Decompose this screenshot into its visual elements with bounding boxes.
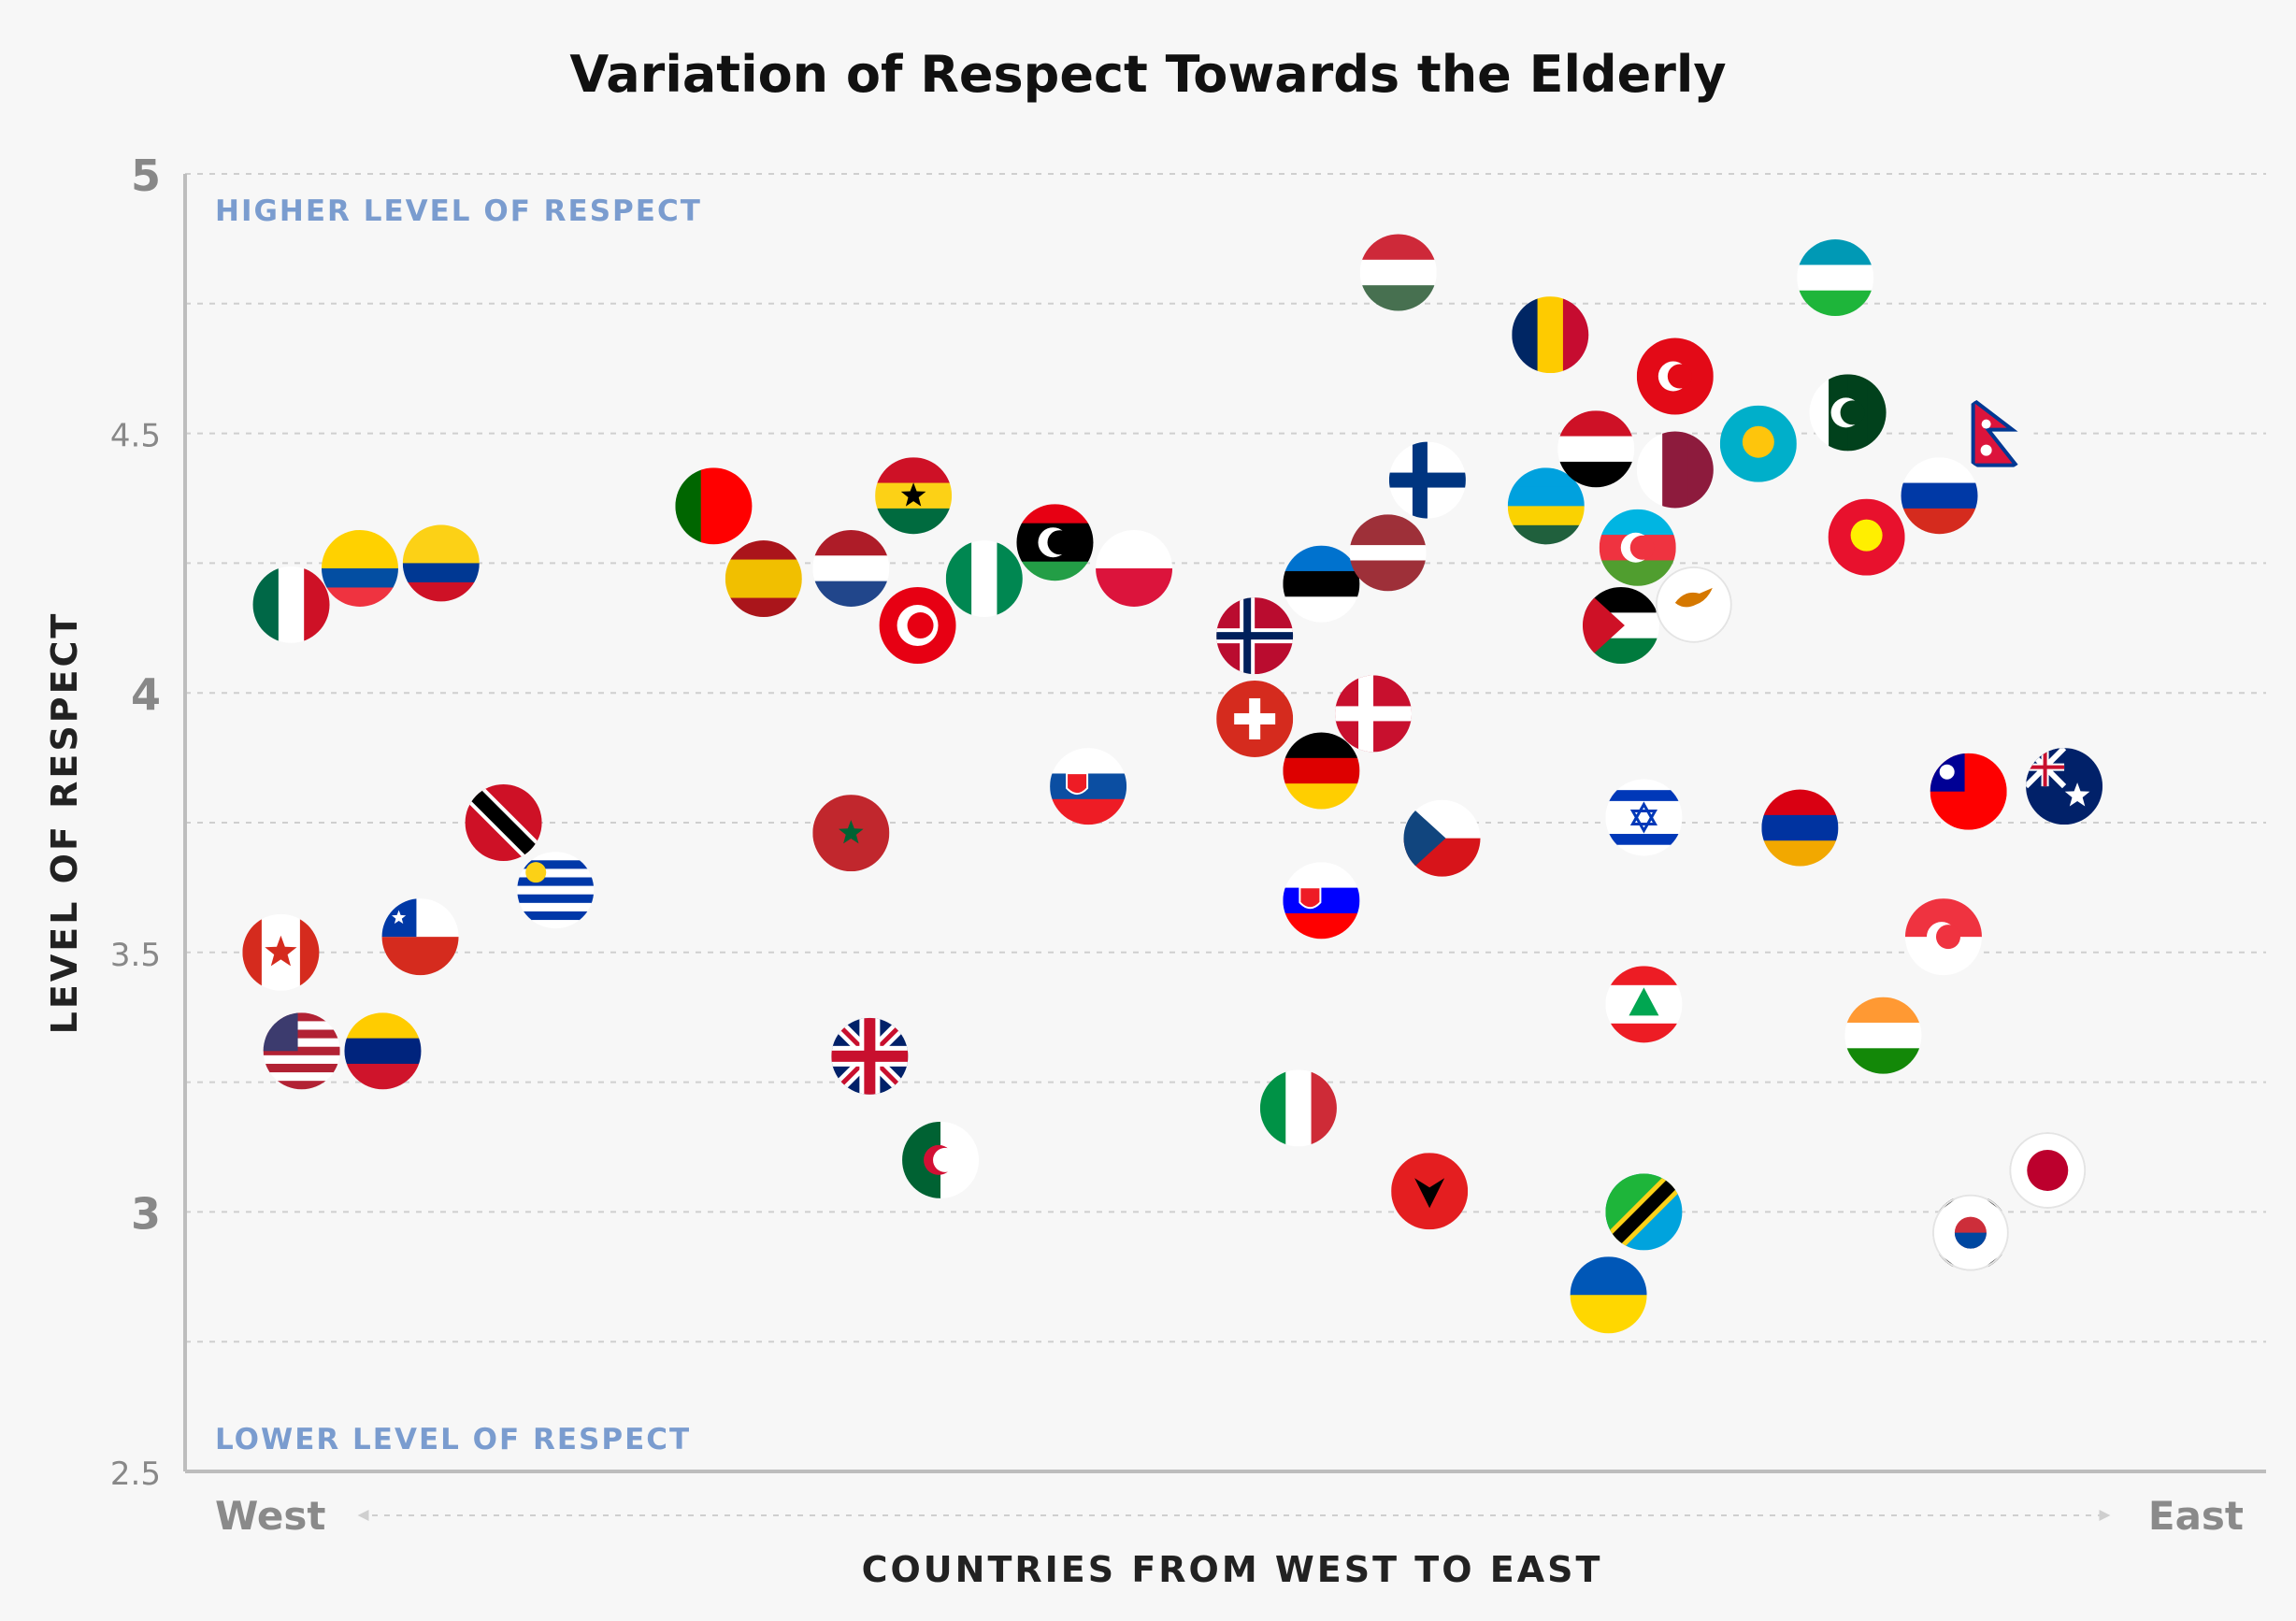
- y-axis-title: LEVEL OF RESPECT: [44, 611, 85, 1035]
- flag-point-switzerland: Switzerland: [1216, 680, 1294, 757]
- flag-point-lebanon: Lebanon: [1605, 966, 1683, 1043]
- flag-point-pakistan: Pakistan: [1809, 374, 1887, 452]
- flag-point-jordan: Jordan: [1582, 587, 1659, 665]
- y-tick-label: 3.5: [110, 937, 161, 974]
- flag-point-united-states: United States: [263, 1012, 340, 1090]
- flag-point-russia: Russia: [1901, 457, 1978, 535]
- y-tick-label: 3: [131, 1188, 161, 1239]
- flag-point-hungary: Hungary: [1359, 234, 1437, 311]
- flag-point-uruguay: Uruguay: [517, 852, 595, 929]
- flag-point-japan: Japan: [2009, 1131, 2087, 1209]
- flag-point-spain: Spain: [725, 540, 802, 618]
- x-axis-title: COUNTRIES FROM WEST TO EAST: [862, 1549, 1603, 1590]
- flag-point-uzbekistan: Uzbekistan: [1797, 239, 1874, 317]
- flag-point-venezuela: Venezuela: [344, 1012, 422, 1090]
- flag-point-albania: Albania: [1391, 1153, 1469, 1230]
- higher-respect-label: HIGHER LEVEL OF RESPECT: [215, 194, 702, 228]
- flag-point-kyrgyzstan: Kyrgyzstan: [1828, 498, 1905, 576]
- flag-point-ukraine: Ukraine: [1570, 1256, 1647, 1334]
- flag-point-yemen: Yemen: [1557, 410, 1635, 488]
- east-label: East: [2148, 1493, 2244, 1539]
- lower-respect-label: LOWER LEVEL OF RESPECT: [215, 1423, 691, 1456]
- flag-point-netherlands: Netherlands: [812, 529, 890, 607]
- west-label: West: [215, 1493, 325, 1539]
- flag-point-colombia: Colombia: [402, 524, 480, 602]
- flag-point-latvia: Latvia: [1349, 514, 1427, 592]
- flag-point-canada: Canada: [242, 913, 320, 991]
- flag-point-south-korea: South Korea: [1931, 1194, 2009, 1271]
- flag-point-turkey: Turkey: [1636, 337, 1714, 415]
- flag-point-tanzania: Tanzania: [1605, 1173, 1683, 1251]
- flag-point-denmark: Denmark: [1335, 675, 1413, 753]
- flag-point-algeria: Algeria: [902, 1121, 980, 1198]
- flag-point-morocco: Morocco: [812, 795, 890, 872]
- flag-point-poland: Poland: [1096, 529, 1173, 607]
- y-tick-label: 4: [131, 669, 161, 720]
- flag-point-ghana: Ghana: [875, 457, 953, 535]
- flag-point-czech-republic: Czech Republic: [1403, 799, 1481, 877]
- y-tick-labels: 2.5 3 3.5 4 4.5 5: [110, 151, 161, 1493]
- y-tick-label: 2.5: [110, 1456, 161, 1493]
- flag-point-slovakia: Slovakia: [1050, 748, 1127, 825]
- flag-point-kazakhstan: Kazakhstan: [1719, 405, 1797, 482]
- flag-point-nepal: Nepal: [1957, 394, 2034, 472]
- flag-point-italy: Italy: [1259, 1069, 1337, 1147]
- flag-point-slovenia: Slovenia: [1283, 862, 1360, 940]
- flag-point-libya: Libya: [1016, 504, 1094, 581]
- flag-point-chile: Chile: [381, 898, 459, 976]
- y-tick-label: 5: [131, 151, 161, 201]
- data-points: MexicoEcuadorColombia Canada United States…: [242, 234, 2103, 1334]
- flag-point-armenia: Armenia: [1761, 789, 1839, 867]
- flag-point-trinidad-and-tobago: Trinidad and Tobago: [465, 784, 542, 861]
- flag-point-singapore: Singapore: [1904, 898, 1982, 976]
- flag-point-israel: Israel: [1605, 779, 1683, 856]
- flag-point-qatar: Qatar: [1636, 431, 1714, 509]
- flag-point-ecuador: Ecuador: [321, 529, 398, 607]
- flag-point-united-kingdom: United Kingdom: [831, 1017, 909, 1095]
- flag-point-tunisia: Tunisia: [879, 587, 956, 665]
- flag-point-germany: Germany: [1283, 732, 1360, 810]
- flag-point-australia: Australia: [2026, 748, 2103, 825]
- flag-point-taiwan: Taiwan: [1930, 753, 2007, 830]
- flag-point-chad: Chad: [1512, 296, 1589, 374]
- y-tick-label: 4.5: [110, 418, 161, 455]
- flag-point-estonia: Estonia: [1283, 545, 1360, 623]
- flag-point-nigeria: Nigeria: [945, 540, 1023, 618]
- chart-title: Variation of Respect Towards the Elderly: [569, 45, 1726, 104]
- flag-point-cyprus: Cyprus: [1655, 566, 1732, 643]
- flag-point-portugal: Portugal: [675, 467, 753, 545]
- flag-point-mexico: Mexico: [252, 566, 330, 643]
- flag-point-azerbaijan: Azerbaijan: [1599, 509, 1676, 586]
- flag-point-norway: Norway: [1216, 597, 1294, 675]
- flag-point-india: India: [1844, 997, 1922, 1074]
- flag-point-finland: Finland: [1388, 441, 1466, 519]
